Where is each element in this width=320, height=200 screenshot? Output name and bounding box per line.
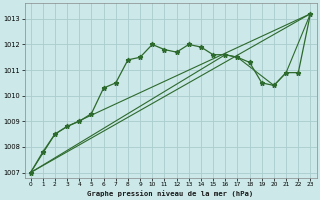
X-axis label: Graphe pression niveau de la mer (hPa): Graphe pression niveau de la mer (hPa)	[87, 190, 254, 197]
